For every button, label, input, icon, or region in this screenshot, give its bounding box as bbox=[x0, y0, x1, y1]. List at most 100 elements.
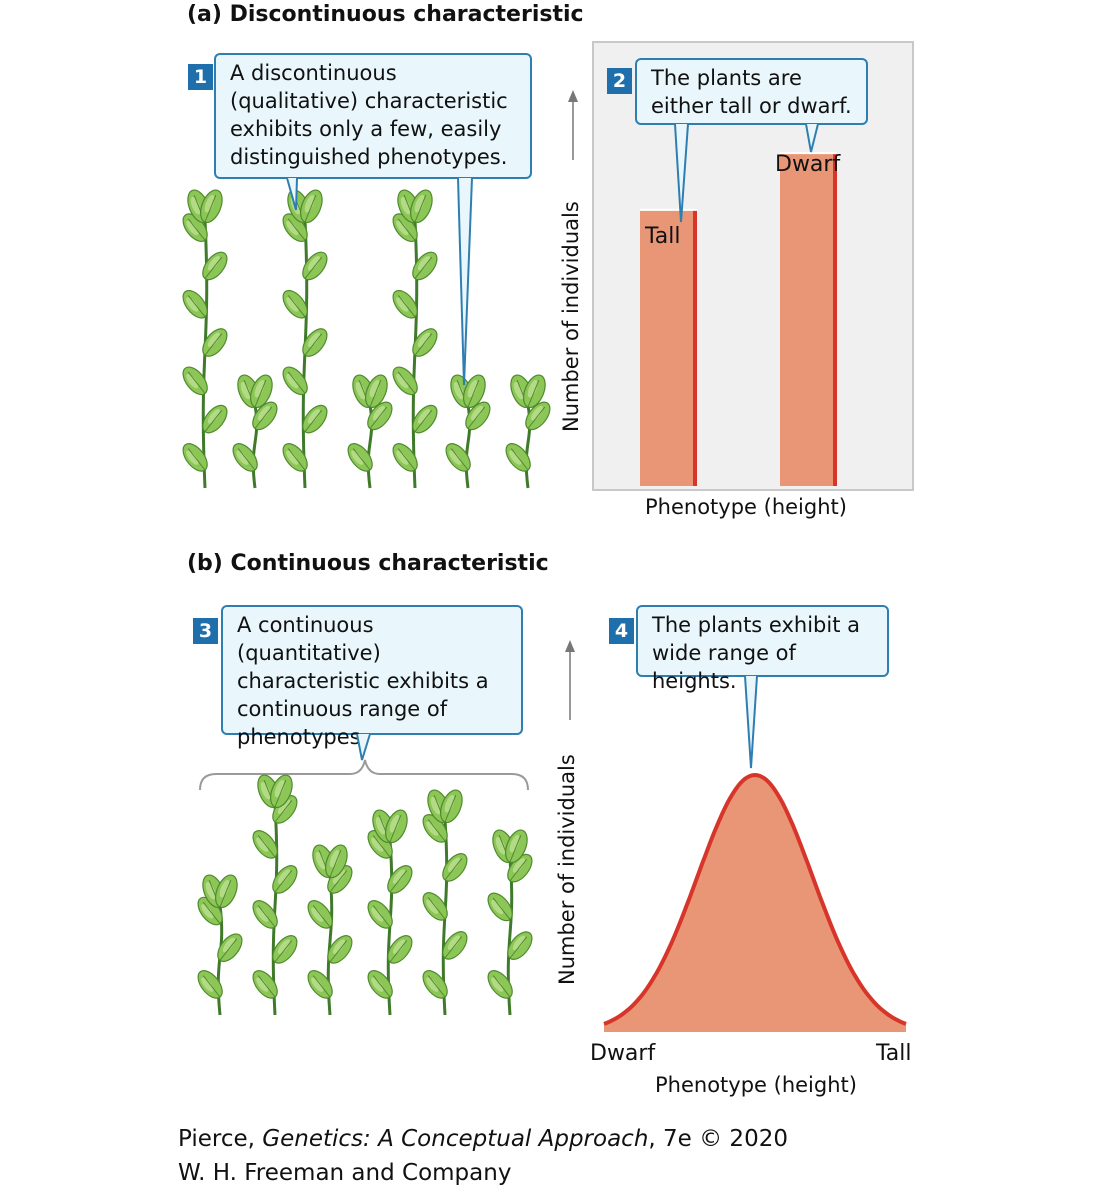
tall-plant-1-leaf bbox=[182, 443, 208, 472]
dwarf-plant-4-top-leaf bbox=[523, 374, 546, 408]
plants-continuous bbox=[197, 774, 533, 1016]
variable-plant-2-top-leaf bbox=[257, 774, 280, 808]
x-min-label: Dwarf bbox=[590, 1041, 656, 1066]
bar-label-dwarf: Dwarf bbox=[775, 152, 841, 177]
callout-1-pointers bbox=[286, 177, 473, 386]
dwarf-plant-2-top-leaf bbox=[365, 374, 388, 408]
tall-plant-2-leaf bbox=[302, 328, 328, 357]
tall-plant-3-leaf bbox=[392, 366, 418, 396]
variable-plant-3-leaf bbox=[327, 865, 353, 894]
variable-plant-4-leaf bbox=[387, 935, 413, 964]
variable-plant-5-leaf bbox=[422, 892, 448, 921]
variable-plant-6 bbox=[487, 829, 533, 1016]
callout-discontinuous: A discontinuous (qualitative) characteri… bbox=[214, 53, 532, 179]
variable-plant-6-top-leaf bbox=[505, 829, 528, 863]
variable-plant-3-leaf bbox=[307, 900, 333, 929]
variable-plant-3-leaf bbox=[327, 935, 353, 964]
callout-1-text: A discontinuous (qualitative) characteri… bbox=[230, 61, 508, 169]
tall-plant-2-leaf bbox=[282, 213, 308, 243]
tall-plant-2 bbox=[282, 189, 328, 489]
variable-plant-4-leaf bbox=[367, 970, 393, 999]
distribution-area bbox=[604, 775, 906, 1032]
bar-dwarf bbox=[780, 153, 837, 486]
credit-publisher: W. H. Freeman and Company bbox=[178, 1160, 512, 1186]
dwarf-plant-2-leaf bbox=[347, 443, 373, 472]
variable-plant-2-leaf bbox=[272, 935, 298, 964]
variable-plant-2-top-leaf bbox=[270, 774, 293, 808]
variable-plant-1 bbox=[197, 874, 243, 1016]
variable-plant-4-leaf bbox=[367, 830, 393, 859]
tall-plant-2-leaf bbox=[282, 366, 308, 396]
dwarf-plant-2-leaf bbox=[367, 401, 393, 431]
tall-plant-3-leaf bbox=[412, 328, 438, 357]
variable-plant-3-top-leaf bbox=[325, 844, 348, 878]
variable-plant-4-top-leaf bbox=[385, 809, 408, 843]
dwarf-plant-3 bbox=[445, 374, 491, 489]
variable-plant-5-leaf bbox=[442, 931, 468, 960]
callout-4-pointer bbox=[744, 675, 758, 769]
variable-plant-1-leaf bbox=[197, 970, 223, 999]
x-axis-label-a: Phenotype (height) bbox=[645, 495, 847, 519]
plants-discontinuous bbox=[182, 189, 551, 489]
callout-2-pointers bbox=[674, 123, 819, 223]
callout-wide-range: The plants exhibit a wide range of heigh… bbox=[636, 605, 889, 693]
step-badge-1: 1 bbox=[188, 64, 213, 90]
bar-label-tall: Tall bbox=[645, 224, 681, 249]
variable-plant-1-leaf bbox=[217, 933, 243, 963]
variable-plant-6-leaf bbox=[487, 970, 513, 999]
panel-b-title: (b) Continuous characteristic bbox=[187, 551, 549, 576]
tall-plant-3-leaf bbox=[412, 404, 438, 434]
tall-plant-1-leaf bbox=[202, 404, 228, 434]
dwarf-plant-1-leaf bbox=[252, 401, 278, 431]
variable-plant-5 bbox=[422, 789, 468, 1016]
variable-plant-4 bbox=[367, 809, 413, 1016]
credit-edition: , 7e © 2020 bbox=[648, 1126, 788, 1152]
y-axis-arrow-b-head bbox=[565, 640, 575, 652]
distribution-curve bbox=[603, 772, 907, 1026]
credit-book-title: Genetics: A Conceptual Approach bbox=[262, 1126, 649, 1152]
tall-plant-1-leaf bbox=[202, 328, 228, 357]
x-axis-label-b: Phenotype (height) bbox=[655, 1073, 857, 1097]
variable-plant-2-leaf bbox=[272, 795, 298, 824]
tall-plant-1-leaf bbox=[182, 366, 208, 396]
x-max-label: Tall bbox=[876, 1041, 912, 1066]
tall-plant-2-leaf bbox=[282, 443, 308, 472]
variable-plant-1-leaf bbox=[197, 896, 223, 926]
callout-2-text: The plants are either tall or dwarf. bbox=[651, 66, 852, 118]
variable-plant-6-leaf bbox=[507, 931, 533, 960]
dwarf-plant-3-leaf bbox=[445, 443, 471, 472]
variable-plant-5-leaf bbox=[442, 853, 468, 882]
bracket-and-pointer bbox=[199, 733, 529, 791]
variable-plant-2 bbox=[252, 774, 298, 1016]
y-axis-label-b: Number of individuals bbox=[555, 754, 579, 985]
panel-a-title: (a) Discontinuous characteristic bbox=[187, 2, 584, 27]
tall-plant-1 bbox=[182, 189, 228, 489]
variable-plant-2-leaf bbox=[252, 970, 278, 999]
variable-plant-3 bbox=[307, 844, 353, 1016]
tall-plant-1-leaf bbox=[182, 289, 208, 319]
variable-plant-2-leaf bbox=[252, 900, 278, 929]
tall-plant-1-leaf bbox=[202, 251, 228, 281]
credit-line-1: Pierce, Genetics: A Conceptual Approach,… bbox=[178, 1123, 788, 1156]
variable-plant-1-top-leaf bbox=[215, 874, 238, 908]
variable-plant-4-leaf bbox=[367, 900, 393, 929]
dwarf-plant-4-leaf bbox=[525, 401, 551, 431]
tall-plant-3-leaf bbox=[392, 289, 418, 319]
dwarf-plant-3-top-leaf bbox=[463, 374, 486, 408]
variable-plant-5-top-leaf bbox=[440, 789, 463, 823]
step-badge-2: 2 bbox=[607, 68, 632, 94]
tall-plant-2-leaf bbox=[302, 251, 328, 281]
variable-plant-4-leaf bbox=[387, 865, 413, 894]
step-badge-3: 3 bbox=[193, 618, 218, 644]
callout-continuous: A continuous (quantitative) characterist… bbox=[221, 605, 523, 749]
callout-3-text: A continuous (quantitative) characterist… bbox=[237, 613, 489, 749]
tall-plant-3-top-leaf bbox=[410, 189, 433, 223]
step-badge-4: 4 bbox=[609, 618, 634, 644]
variable-plant-3-leaf bbox=[307, 970, 333, 999]
variable-plant-2-leaf bbox=[272, 865, 298, 894]
dwarf-plant-1-top-leaf bbox=[250, 374, 273, 408]
variable-plant-2-leaf bbox=[252, 830, 278, 859]
callout-4-text: The plants exhibit a wide range of heigh… bbox=[652, 613, 860, 693]
bar-edge-dwarf bbox=[833, 153, 837, 486]
credit-author: Pierce, bbox=[178, 1126, 263, 1152]
